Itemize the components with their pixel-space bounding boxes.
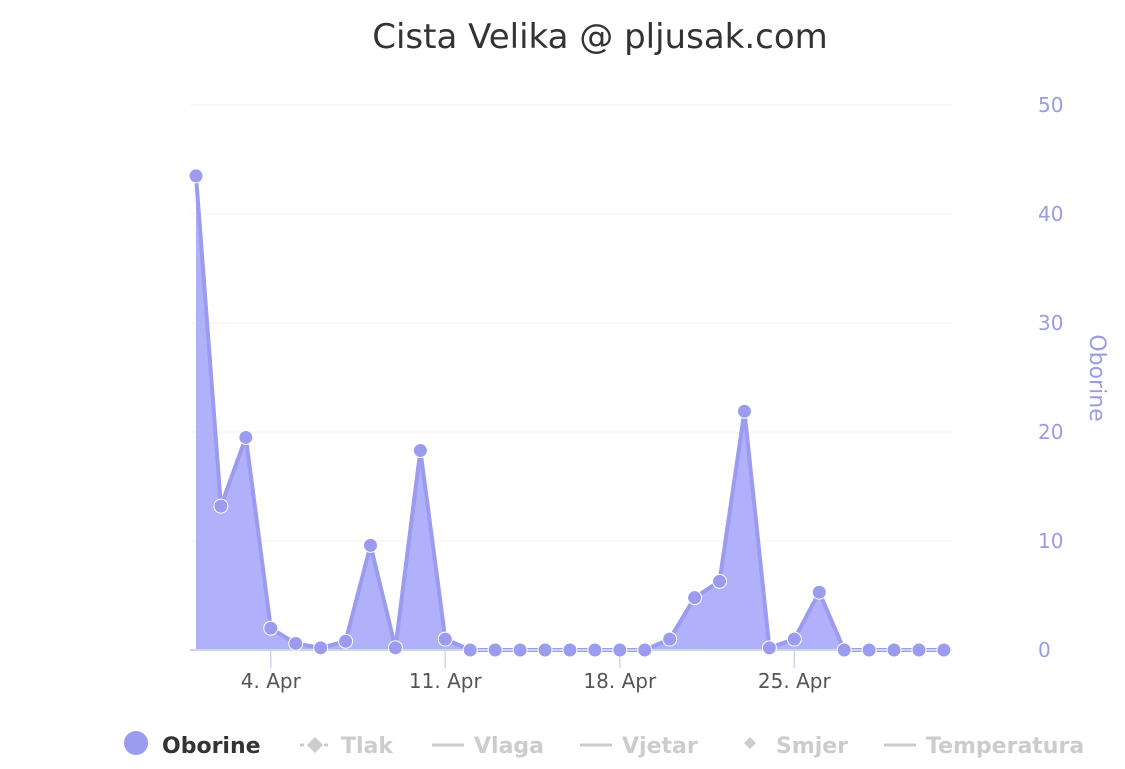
legend-item-vjetar[interactable]: Vjetar <box>580 734 698 759</box>
chart-title: Cista Velika @ pljusak.com <box>372 17 828 57</box>
legend-diamond-icon <box>307 737 323 753</box>
legend-item-tlak[interactable]: Tlak <box>300 734 394 759</box>
data-point <box>861 642 877 658</box>
y-tick-label: 50 <box>1038 93 1063 117</box>
y-tick-label: 20 <box>1038 420 1063 444</box>
data-point <box>761 640 777 656</box>
y-tick-label: 0 <box>1038 638 1051 662</box>
y-axis: 0 10 20 30 40 50 <box>1038 93 1063 662</box>
data-point <box>736 403 752 419</box>
x-tick-label: 4. Apr <box>241 669 302 693</box>
data-point <box>462 642 478 658</box>
data-point <box>612 642 628 658</box>
data-point <box>562 642 578 658</box>
data-point <box>363 537 379 553</box>
y-tick-label: 30 <box>1038 311 1063 335</box>
x-tick-label: 25. Apr <box>758 669 832 693</box>
legend-label: Oborine <box>162 734 261 759</box>
data-point <box>687 590 703 606</box>
data-point <box>288 635 304 651</box>
data-point <box>587 642 603 658</box>
data-point <box>512 642 528 658</box>
data-point <box>437 631 453 647</box>
data-point <box>637 642 653 658</box>
grid-lines <box>190 104 952 542</box>
legend-item-vlaga[interactable]: Vlaga <box>432 734 544 759</box>
legend-diamond-icon <box>744 737 756 749</box>
data-point <box>188 168 204 184</box>
data-point <box>387 640 403 656</box>
legend-label: Vlaga <box>474 734 544 759</box>
series-area <box>194 175 944 652</box>
data-point <box>213 498 229 514</box>
data-point <box>811 584 827 600</box>
y-tick-label: 40 <box>1038 202 1063 226</box>
data-point <box>911 642 927 658</box>
legend-item-temperatura[interactable]: Temperatura <box>884 734 1084 759</box>
y-tick-label: 10 <box>1038 529 1063 553</box>
data-point <box>238 429 254 445</box>
legend-label: Tlak <box>341 734 394 759</box>
x-tick-label: 18. Apr <box>583 669 657 693</box>
legend-label: Vjetar <box>622 734 698 759</box>
legend-label: Smjer <box>776 734 848 759</box>
data-point <box>537 642 553 658</box>
legend-label: Temperatura <box>926 734 1084 759</box>
x-tick-label: 11. Apr <box>409 669 483 693</box>
series-area-fill <box>196 175 944 650</box>
data-point <box>936 642 952 658</box>
legend-item-smjer[interactable]: Smjer <box>744 734 848 759</box>
data-point <box>662 631 678 647</box>
legend-item-oborine[interactable]: Oborine <box>124 731 261 759</box>
data-point <box>263 620 279 636</box>
data-point <box>313 640 329 656</box>
data-point <box>338 633 354 649</box>
data-point <box>712 573 728 589</box>
data-point <box>487 642 503 658</box>
data-point <box>836 642 852 658</box>
data-point <box>886 642 902 658</box>
series-line <box>194 175 944 652</box>
data-point <box>412 443 428 459</box>
legend: Oborine Tlak Vlaga Vjetar Smjer Temperatura <box>124 731 1084 759</box>
legend-circle-icon <box>124 731 148 755</box>
series-points <box>188 168 952 658</box>
y-axis-title: Oborine <box>1084 334 1109 421</box>
data-point <box>786 631 802 647</box>
